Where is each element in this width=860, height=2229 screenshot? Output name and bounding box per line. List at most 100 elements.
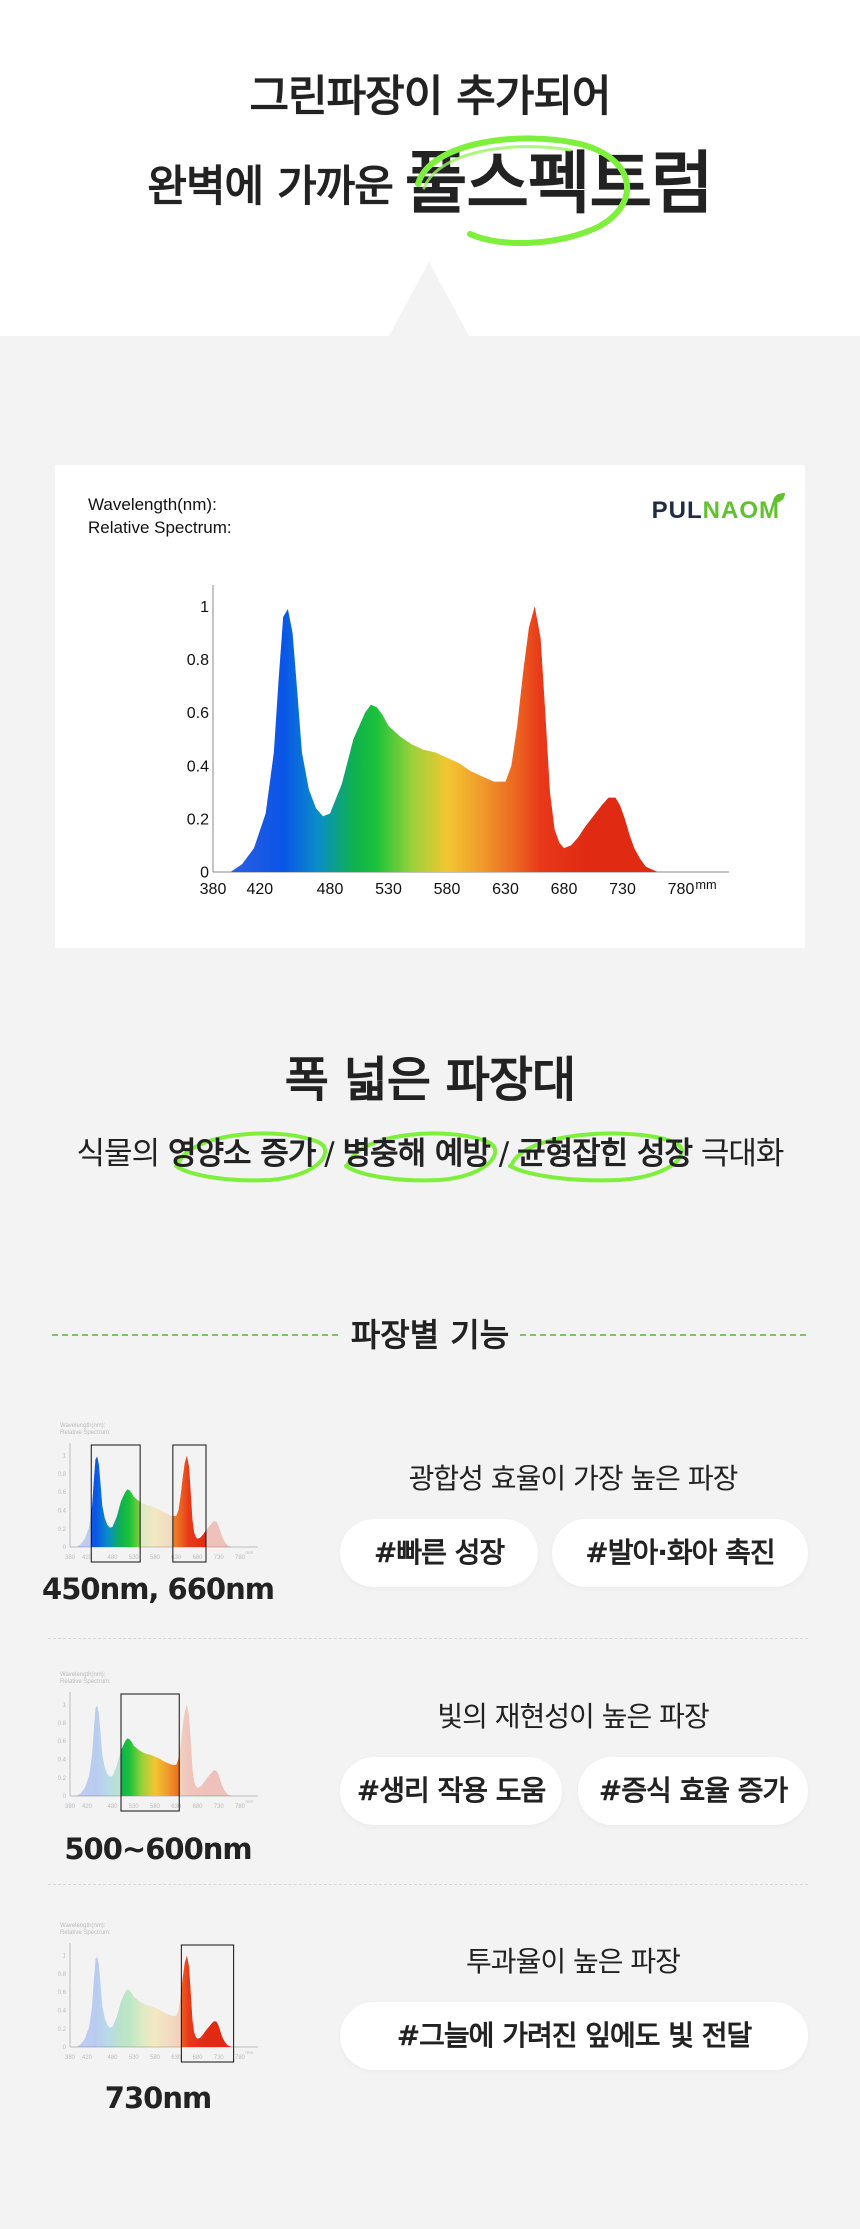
x-tick-label: 580 [150, 2055, 161, 2061]
x-tick-label: 730 [609, 881, 636, 898]
x-tick-label: 680 [192, 2055, 203, 2061]
y-tick-label: 0.4 [58, 1509, 67, 1515]
spectrum-chart: 0 0.2 0.4 0.6 0.8 1 380 420 480 530 580 630 680 730 78… [187, 585, 729, 898]
x-tick-label: 530 [375, 881, 402, 898]
subtitle-prefix: 식물의 [76, 1136, 161, 1172]
wavelength-caption: Wavelength(nm): [88, 495, 217, 514]
y-tick-label: 0.2 [58, 1776, 67, 1782]
wavelength-label: 500~600nm [64, 1832, 252, 1866]
x-unit-label: mm [245, 2051, 253, 2056]
subtitle-highlight-growth: 균형잡힌 성장 [517, 1136, 693, 1172]
divider-left [52, 1334, 338, 1336]
y-tick-label: 1 [200, 599, 209, 616]
hero-headline-1: 그린파장이 추가되어 [249, 72, 611, 122]
y-tick-label: 0 [63, 2045, 67, 2051]
x-tick-label: 480 [317, 881, 344, 898]
x-tick-label: 780 [668, 881, 695, 898]
y-tick-label: 1 [63, 1954, 67, 1960]
x-tick-label: 380 [65, 2055, 76, 2061]
x-tick-label: 530 [129, 2055, 140, 2061]
section-subtitle: 식물의 영양소 증가 / 병충해 예방 / 균형잡힌 성장 극대화 [0, 1128, 860, 1173]
x-tick-label: 780 [235, 1555, 246, 1561]
y-tick-label: 0.2 [58, 1527, 67, 1533]
x-tick-label: 630 [492, 881, 519, 898]
spectrum-area [76, 1704, 232, 1796]
function-description: 빛의 재현성이 높은 파장 [437, 1700, 709, 1733]
y-tick-label: 0.2 [187, 811, 209, 828]
x-unit-label: mm [695, 877, 716, 892]
x-tick-label: 420 [82, 2055, 93, 2061]
x-tick-label: 580 [150, 1555, 161, 1561]
x-tick-label: 380 [200, 881, 227, 898]
x-tick-label: 680 [192, 1555, 203, 1561]
x-tick-label: 730 [214, 1555, 225, 1561]
mini-caption: Relative Spectrum: [60, 1930, 111, 1936]
x-tick-label: 730 [214, 1804, 225, 1810]
spectrum-caption: Relative Spectrum: [88, 518, 232, 537]
wavelength-label: 450nm, 660nm [42, 1572, 275, 1606]
highlight-box [120, 1693, 180, 1812]
hashtag-badge: #그늘에 가려진 잎에도 빛 전달 [340, 2002, 808, 2070]
x-unit-label: mm [245, 1551, 253, 1556]
y-tick-label: 0.8 [187, 652, 209, 669]
y-tick-label: 0 [63, 1794, 67, 1800]
highlight-box [172, 1444, 207, 1563]
subtitle-highlight-swooshes [174, 1131, 684, 1183]
brand-logo: PULNAOM [652, 497, 780, 525]
x-tick-label: 580 [434, 881, 461, 898]
brand-logo-part1: PUL [651, 497, 703, 524]
x-tick-label: 380 [65, 1555, 76, 1561]
x-tick-label: 480 [107, 1804, 118, 1810]
subtitle-separator: / [498, 1136, 510, 1172]
mini-spectrum-chart: Wavelength(nm):Relative Spectrum: 0 0.2 0.4… [58, 1923, 258, 2063]
highlighted-band [172, 1455, 206, 1547]
mini-caption: Relative Spectrum: [60, 1679, 111, 1685]
x-tick-label: 780 [235, 1804, 246, 1810]
section-title-functions: 파장별 기능 [350, 1316, 510, 1354]
mini-caption: Wavelength(nm): [60, 1423, 106, 1429]
hero-headline-prefix: 완벽에 가까운 [147, 162, 393, 212]
x-tick-label: 780 [235, 2055, 246, 2061]
hashtag-badge: #발아·화아 촉진 [552, 1519, 808, 1587]
x-tick-label: 630 [171, 1804, 182, 1810]
x-tick-label: 420 [246, 881, 273, 898]
x-tick-label: 680 [192, 1804, 203, 1810]
highlight-swoosh [415, 135, 630, 247]
highlighted-band [181, 1955, 232, 2047]
y-tick-label: 0.8 [58, 1721, 67, 1727]
subtitle-highlight-nutrients: 영양소 증가 [167, 1136, 316, 1172]
y-tick-label: 0.6 [58, 1490, 67, 1496]
subtitle-highlight-pest: 병충해 예방 [342, 1136, 491, 1172]
y-tick-label: 0.6 [58, 1739, 67, 1745]
subtitle-separator: / [324, 1136, 335, 1172]
y-tick-label: 1 [63, 1454, 67, 1460]
y-tick-label: 0.6 [58, 1990, 67, 1996]
x-tick-label: 580 [150, 1804, 161, 1810]
x-unit-label: mm [245, 1800, 253, 1805]
highlight-box [90, 1444, 141, 1563]
y-tick-label: 0.6 [187, 705, 209, 722]
section-title-wide-band: 폭 넓은 파장대 [284, 1052, 576, 1108]
row-divider [48, 1884, 808, 1885]
y-tick-label: 0.8 [58, 1972, 67, 1978]
leaf-icon [773, 493, 785, 503]
x-tick-label: 680 [551, 881, 578, 898]
hashtag-badge: #증식 효율 증가 [578, 1757, 808, 1825]
mini-caption: Relative Spectrum: [60, 1430, 111, 1436]
function-description: 광합성 효율이 가장 높은 파장 [408, 1462, 739, 1495]
x-tick-label: 530 [129, 1804, 140, 1810]
x-tick-label: 630 [171, 2055, 182, 2061]
x-tick-label: 420 [82, 1555, 93, 1561]
highlight-box [180, 1944, 235, 2063]
x-tick-label: 480 [107, 1555, 118, 1561]
x-tick-label: 630 [171, 1555, 182, 1561]
hashtag-badge: #생리 작용 도움 [340, 1757, 562, 1825]
y-tick-label: 0.4 [58, 2009, 67, 2015]
hashtag-badge: #빠른 성장 [340, 1519, 538, 1587]
x-tick-label: 420 [82, 1804, 93, 1810]
spectrum-chart-card: Wavelength(nm): Relative Spectrum: PULNA… [55, 465, 805, 948]
y-tick-label: 0.2 [58, 2027, 67, 2033]
y-tick-label: 0 [63, 1545, 67, 1551]
y-tick-label: 0.4 [187, 758, 209, 775]
x-tick-label: 530 [129, 1555, 140, 1561]
